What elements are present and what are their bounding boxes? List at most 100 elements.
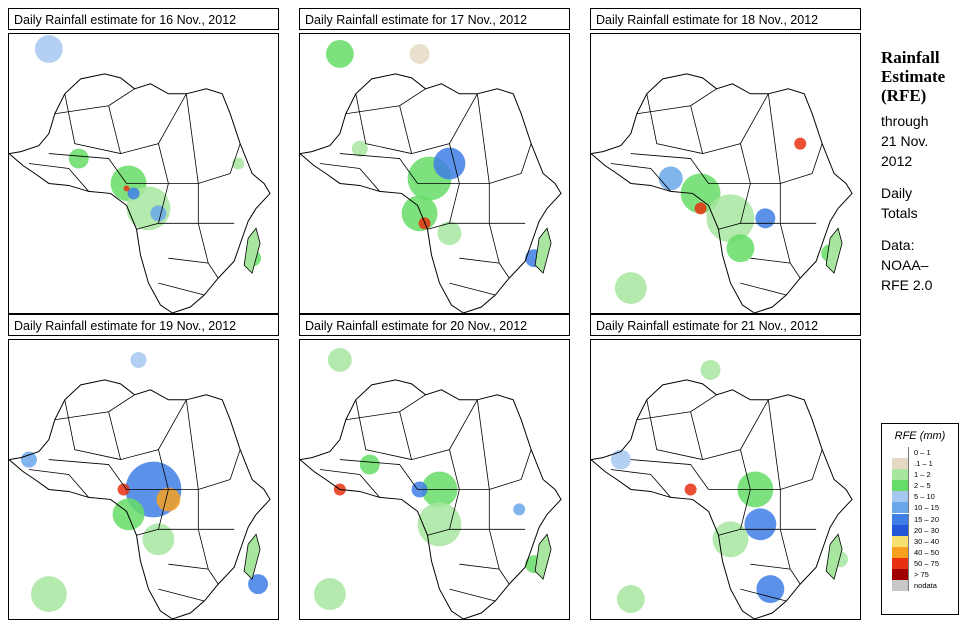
rainfall-patch [68,148,89,169]
rainfall-map [590,339,861,620]
country-border [740,282,787,296]
country-border [399,411,412,460]
country-border [449,143,460,184]
country-border [459,257,510,279]
rainfall-patch [34,35,63,63]
country-border [168,563,219,585]
rainfall-patch [130,351,147,368]
legend-row: 30 – 40 [882,535,958,547]
caption-year: 2012 [881,153,913,169]
country-border [449,588,496,602]
rainfall-patch [112,498,145,531]
country-border [520,143,532,174]
madagascar [534,533,552,580]
rainfall-patch [513,503,526,516]
legend-swatch [892,513,909,525]
caption-date: 21 Nov. [881,133,929,149]
legend-swatch [892,546,909,558]
country-border [811,143,823,174]
legend-label: 50 – 75 [914,558,940,568]
rainfall-patch [409,43,430,64]
madagascar [534,227,552,274]
rainfall-patch [327,347,352,372]
legend-row: 10 – 15 [882,502,958,514]
africa-map-svg [9,35,271,313]
legend-swatch [892,524,909,536]
rainfall-patch [614,272,647,305]
country-border [339,153,418,184]
rainfall-patch [123,185,130,192]
country-border [750,257,801,279]
country-border [646,93,703,154]
caption-title-line: Estimate [881,67,946,86]
country-border [610,469,672,498]
caption-through: through [881,113,929,129]
rainfall-patch [755,208,776,229]
country-border [64,399,121,460]
madagascar [825,227,843,274]
rainfall-patch [610,449,631,470]
rainfall-patch [616,585,645,614]
legend-label: > 75 [914,570,929,580]
caption-title-line: Rainfall [881,48,940,67]
rainfall-map [8,339,279,620]
legend-swatch [892,458,909,470]
caption-daily: Daily [881,185,913,201]
rainfall-patch [437,221,462,246]
legend-row: 40 – 50 [882,546,958,558]
legend-row: nodata [882,580,958,592]
legend-swatch [892,580,909,592]
rainfall-map [299,339,570,620]
country-border [779,183,791,264]
country-border [779,489,791,570]
madagascar [243,533,261,580]
africa-map-svg [591,359,853,619]
legend-title: RFE (mm) [894,430,946,442]
coastline [591,379,853,619]
rainfall-patch [359,454,380,475]
rainfall-map [590,33,861,314]
legend-row: 5 – 10 [882,491,958,503]
country-border [740,449,751,490]
rainfall-patch [694,202,707,215]
map-panel-17-nov: Daily Rainfall estimate for 17 Nov., 201… [299,8,572,314]
legend-swatch [892,569,909,581]
rainfall-patch [744,508,777,541]
panel-title: Daily Rainfall estimate for 18 Nov., 201… [590,8,861,30]
country-border [48,153,127,184]
legend-label: 15 – 20 [914,514,940,524]
rainfall-patches [313,347,544,611]
map-panel-19-nov: Daily Rainfall estimate for 19 Nov., 201… [8,314,281,620]
legend-swatch [892,447,909,458]
rainfall-patch [726,234,755,263]
country-border [158,588,205,602]
legend-label: 20 – 30 [914,525,940,535]
africa-map-svg [591,73,853,313]
rainfall-map [8,33,279,314]
caption-title-line: (RFE) [881,86,927,105]
country-border [690,411,703,460]
country-border [229,449,241,480]
africa-map-svg [300,39,562,313]
map-panel-21-nov: Daily Rainfall estimate for 21 Nov., 201… [590,314,863,620]
rainfall-patch [658,166,683,191]
panel-title: Daily Rainfall estimate for 20 Nov., 201… [299,314,570,336]
country-border [28,469,90,498]
country-border [319,163,381,192]
country-border [750,563,801,585]
rainfall-patches [610,359,849,614]
caption-data-label: Data: [881,237,915,253]
rainfall-patch [117,483,130,496]
legend-row: .1 – 1 [882,458,958,470]
rainfall-map [299,33,570,314]
country-border [488,489,500,570]
legend-swatch [892,480,909,492]
legend-row: 15 – 20 [882,513,958,525]
rainfall-patch [684,483,697,496]
rainfall-patch [156,487,181,512]
country-border [520,449,532,480]
panel-title: Daily Rainfall estimate for 21 Nov., 201… [590,314,861,336]
side-caption: Rainfall Estimate (RFE) through 21 Nov. … [881,48,961,295]
country-border [64,93,121,154]
